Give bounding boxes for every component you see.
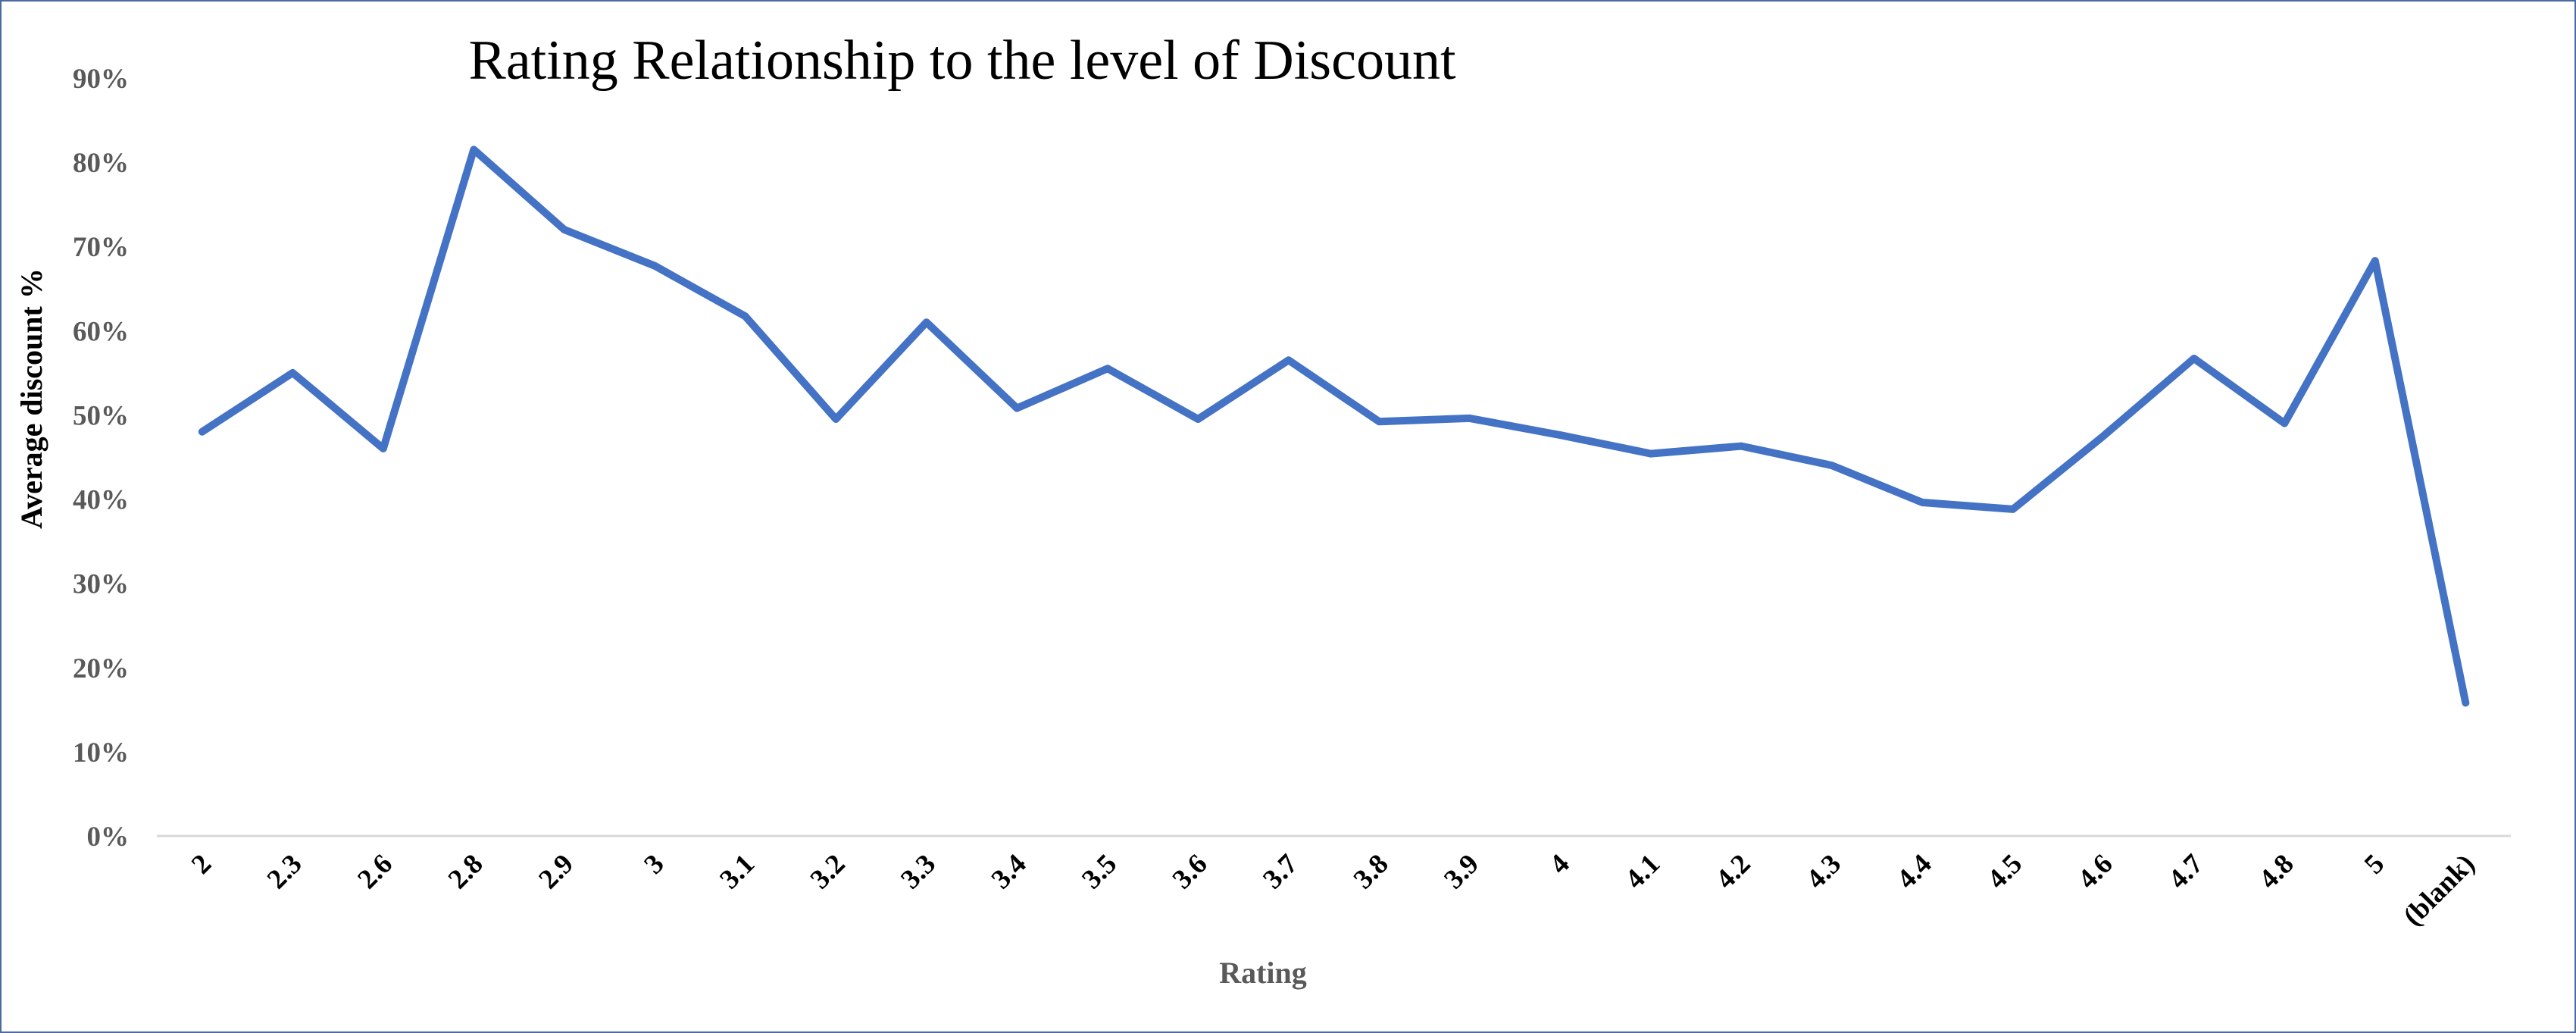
x-axis-ticks: 2 2.3 2.6 2.8 2.9 3 3.1 3.2 3.3 3.4 3.5 3.6 3.7 3.8 3.… — [186, 848, 2481, 931]
y-tick-label: 40% — [73, 485, 129, 516]
x-tick-label: 3.2 — [805, 848, 852, 895]
x-tick-label: 3.5 — [1076, 848, 1123, 895]
x-tick-label: 3.9 — [1438, 848, 1485, 895]
x-tick-label: 3.1 — [714, 848, 761, 895]
series-line — [198, 146, 2470, 707]
x-tick-label: 4.6 — [2072, 848, 2119, 895]
y-tick-label: 90% — [73, 64, 129, 95]
x-tick-label: 2.8 — [442, 848, 489, 895]
y-tick-label: 0% — [87, 822, 130, 853]
x-tick-label: (blank) — [2397, 848, 2481, 931]
x-tick-label: 2.6 — [352, 848, 399, 895]
x-tick-label: 4.1 — [1619, 848, 1666, 895]
y-axis-ticks: 0% 10% 20% 30% 40% 50% 60% 70% 80% 90% — [73, 64, 129, 853]
x-tick-label: 4.8 — [2253, 848, 2300, 895]
y-tick-label: 20% — [73, 653, 129, 684]
series-group — [198, 146, 2470, 707]
x-tick-label: 4.3 — [1800, 848, 1847, 895]
y-tick-label: 30% — [73, 569, 129, 600]
x-tick-label: 4.4 — [1891, 848, 1938, 895]
x-tick-label: 4 — [1544, 848, 1576, 880]
y-tick-label: 80% — [73, 148, 129, 179]
x-tick-label: 2.3 — [261, 848, 308, 895]
x-tick-label: 3.4 — [986, 848, 1033, 895]
x-tick-label: 3 — [639, 848, 671, 880]
chart-title: Rating Relationship to the level of Disc… — [468, 30, 1455, 92]
x-tick-label: 3.7 — [1257, 848, 1304, 895]
x-tick-label: 5 — [2359, 848, 2390, 880]
y-tick-label: 70% — [73, 232, 129, 263]
y-tick-label: 10% — [73, 737, 129, 768]
x-tick-label: 3.8 — [1348, 848, 1395, 895]
y-axis-title: Average discount % — [14, 268, 48, 529]
x-tick-label: 2.9 — [533, 848, 580, 895]
x-tick-label: 4.5 — [1981, 848, 2028, 895]
x-tick-label: 4.7 — [2162, 848, 2209, 895]
x-tick-label: 3.6 — [1167, 848, 1214, 895]
y-tick-label: 50% — [73, 400, 129, 431]
x-axis-title: Rating — [1219, 956, 1307, 990]
y-tick-label: 60% — [73, 316, 129, 347]
x-tick-label: 3.3 — [895, 848, 942, 895]
x-tick-label: 2 — [186, 848, 217, 880]
x-tick-label: 4.2 — [1710, 848, 1757, 895]
